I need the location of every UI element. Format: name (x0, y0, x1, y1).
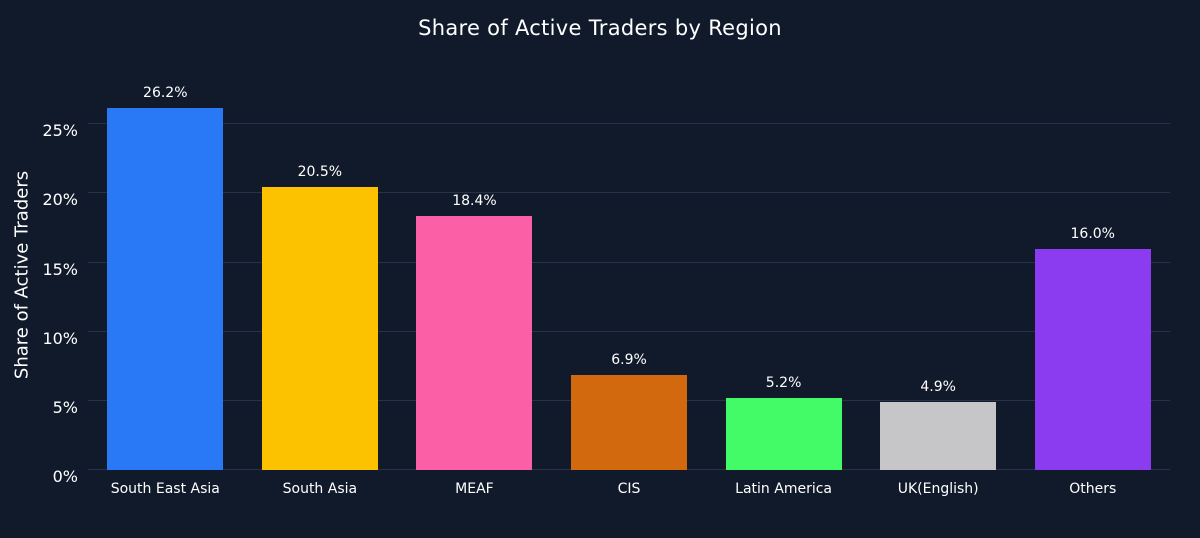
bar-value-label: 5.2% (765, 375, 802, 392)
bar-group-latin-america: 5.2% Latin America (706, 80, 861, 497)
bar-group-uk-english-: 4.9% UK(English) (861, 80, 1016, 497)
x-category-label: South Asia (282, 481, 358, 497)
x-category-label: CIS (617, 481, 641, 497)
y-axis-title: Share of Active Traders (11, 170, 33, 380)
bar-value-label: 6.9% (611, 351, 647, 368)
x-category-label: Latin America (735, 481, 833, 497)
bar-group-cis: 6.9% CIS (552, 80, 707, 497)
y-tick-label: 20% (42, 190, 78, 210)
x-category-label: UK(English) (897, 481, 979, 497)
bar-value-label: 4.9% (920, 379, 956, 396)
bar (880, 402, 997, 470)
bar (416, 215, 533, 470)
bar-group-others: 16.0% Others (1015, 80, 1170, 497)
bars-container: 26.2% South East Asia 20.5% South Asia 18.4%… (88, 80, 1170, 497)
x-category-label: MEAF (455, 481, 494, 497)
bar-group-south-asia: 20.5% South Asia (243, 80, 398, 497)
bar-value-label: 16.0% (1070, 225, 1115, 242)
y-tick-label: 25% (42, 121, 78, 141)
y-tick-label: 15% (42, 259, 78, 279)
plot-area: 0% 5% 10% 15% 20% 25% 26.2% South East Asia 20.5… (42, 80, 1170, 497)
bar (1034, 248, 1151, 470)
gridline-15 (88, 261, 1170, 263)
x-category-label: South East Asia (110, 481, 220, 497)
bar-value-label: 26.2% (143, 84, 188, 101)
bar-value-label: 18.4% (452, 192, 497, 209)
x-category-label: Others (1069, 481, 1117, 497)
bar (107, 107, 224, 470)
bar (261, 186, 378, 470)
gridline-10 (88, 330, 1170, 332)
gridline-25 (88, 123, 1170, 125)
chart-title: Share of Active Traders by Region (418, 16, 782, 40)
y-tick-label: 0% (52, 467, 78, 486)
gridline-20 (88, 192, 1170, 194)
y-tick-label: 10% (42, 328, 78, 348)
bar-group-south-east-asia: 26.2% South East Asia (88, 80, 243, 497)
bar (725, 398, 842, 470)
y-tick-label: 5% (52, 397, 78, 417)
bar-group-meaf: 18.4% MEAF (397, 80, 552, 497)
bar (571, 374, 687, 470)
bar-value-label: 20.5% (297, 163, 343, 180)
